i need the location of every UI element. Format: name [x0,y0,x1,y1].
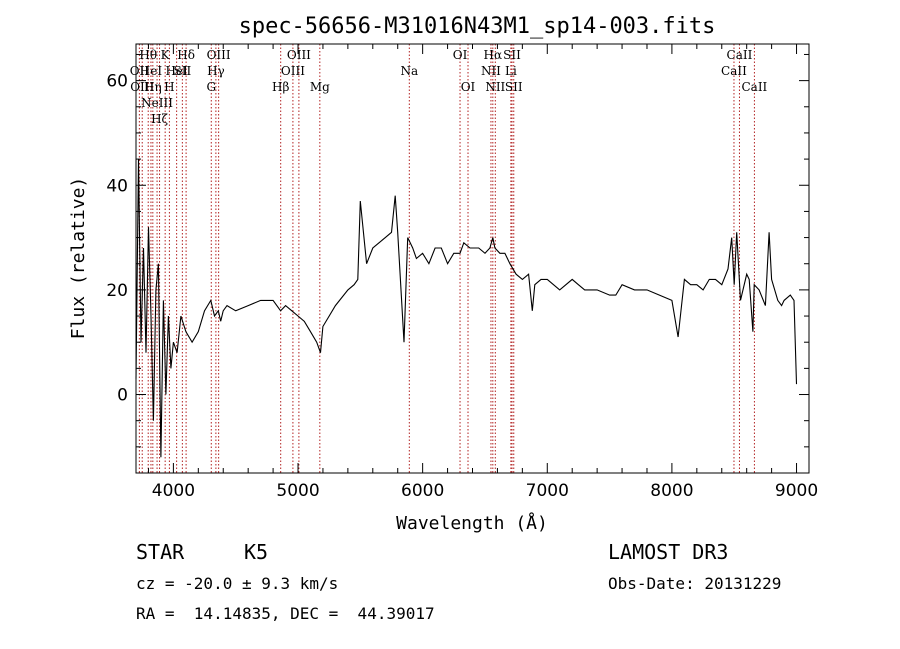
line-label: CaII [741,80,767,94]
x-tick-label: 6000 [401,481,444,501]
object-class: STAR [136,540,185,564]
line-label: Hδ [177,48,195,62]
line-label: SII [505,80,523,94]
line-label: HeI [140,64,163,78]
line-label: SII [174,64,192,78]
line-markers [138,44,755,473]
line-label: OI [453,48,468,62]
line-label: OIII [281,64,305,78]
line-label: NeIII [141,96,173,110]
line-label: G [206,80,216,94]
y-tick-label: 0 [117,386,128,406]
line-label: HeI [165,64,188,78]
y-axis-ticks: 0 20 40 60 [106,53,809,448]
line-label: Hβ [272,80,289,94]
line-label: K [161,48,171,62]
line-label: OII [130,64,150,78]
line-label: Hθ [139,48,157,62]
x-tick-label: 4000 [152,481,195,501]
y-axis-label: Flux (relative) [68,177,89,340]
x-axis-label: Wavelength (Å) [396,512,548,534]
line-label: Hζ [151,112,168,126]
coordinates: RA = 14.14835, DEC = 44.39017 [136,604,435,623]
line-label: OIII [207,48,231,62]
line-label: CaII [727,48,753,62]
line-label: CaII [721,64,747,78]
x-tick-label: 7000 [526,481,569,501]
y-tick-label: 40 [106,176,128,196]
line-label: OIII [287,48,311,62]
x-tick-label: 9000 [775,481,818,501]
line-label: Li [505,64,517,78]
x-axis-ticks: 4000 5000 6000 7000 8000 9000 [147,44,818,501]
line-label: Hη [144,80,162,94]
redshift-cz: cz = -20.0 ± 9.3 km/s [136,574,339,593]
line-label: Hγ [207,64,225,78]
line-label: NII [481,64,501,78]
x-tick-label: 8000 [650,481,693,501]
y-tick-label: 20 [106,281,128,301]
line-label: H [164,80,174,94]
y-tick-label: 60 [106,72,128,92]
line-label: OI [461,80,476,94]
plot-frame [135,43,810,474]
chart-title: spec-56656-M31016N43M1_sp14-003.fits [239,14,716,39]
line-label: Na [400,64,418,78]
line-labels: OIIOIIIHθHeIHηNeIIIHζKHHeISIIHδGHγOIIIHβ… [130,48,768,126]
survey-name: LAMOST DR3 [608,540,729,564]
line-label: Hα [484,48,503,62]
object-subclass: K5 [244,540,269,564]
obs-date: Obs-Date: 20131229 [608,574,782,593]
spectrum-series [135,159,798,458]
spectrum-line [135,159,798,458]
x-tick-label: 5000 [276,481,319,501]
line-label: SII [503,48,521,62]
line-label: Mg [310,80,330,94]
line-label: NII [485,80,505,94]
